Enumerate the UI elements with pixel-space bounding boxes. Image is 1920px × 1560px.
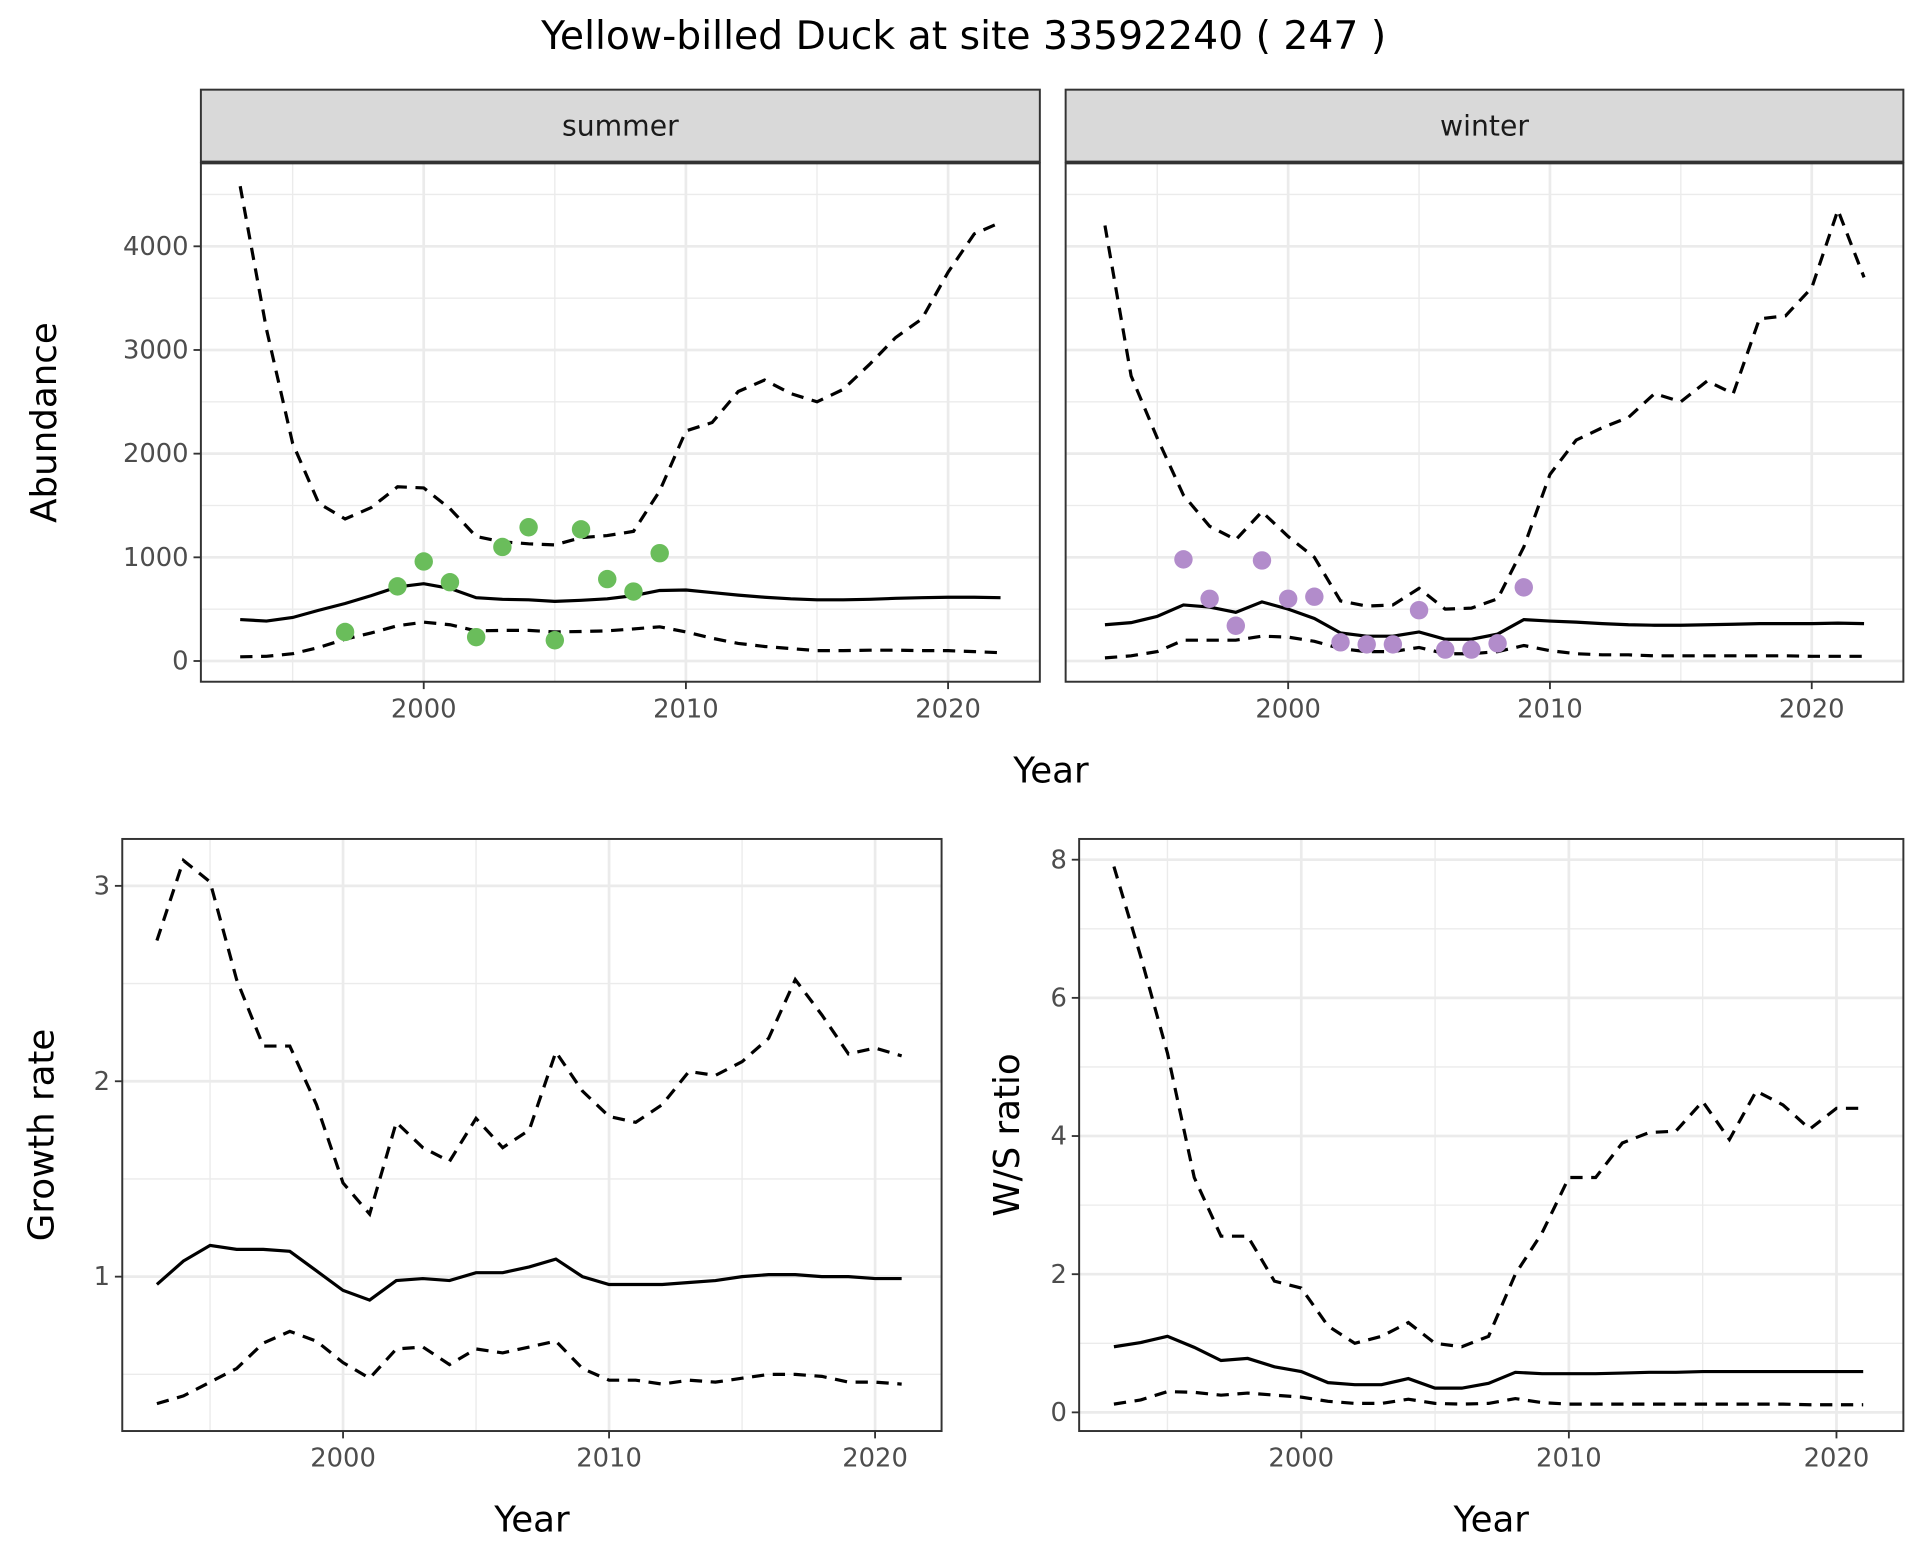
series-lower-line (1104, 634, 1865, 660)
observed-point (624, 582, 643, 601)
panel-summer: summer 2000 2010 2020 0 1000 2000 3000 4000 Abund… (24, 88, 1041, 724)
x-tick-label: 2010 (1517, 694, 1583, 724)
series-lower-line (240, 620, 1001, 659)
observed-point (519, 518, 538, 537)
observed-point (598, 569, 617, 589)
observed-point (1383, 635, 1403, 654)
facet-strip (1064, 88, 1905, 164)
observed-point (650, 543, 669, 563)
panel-border (199, 162, 1041, 683)
x-tick-label: 2020 (915, 694, 981, 724)
observed-point (388, 577, 407, 596)
x-tick-label: 2000 (1268, 1444, 1334, 1474)
panel-growth: 2000 2010 2020 1 2 3 Growth rate Year (21, 837, 943, 1541)
x-tick-label: 2020 (842, 1444, 908, 1474)
y-tick-label: 8 (1050, 845, 1066, 875)
top-x-axis-title: Year (1012, 750, 1089, 791)
series-mean-line (155, 1243, 902, 1302)
observed-point (493, 537, 512, 557)
observed-point (1357, 635, 1376, 654)
observed-point (1226, 616, 1246, 635)
observed-point (1331, 633, 1350, 652)
series-lower-line (156, 1329, 902, 1406)
facet-label: summer (562, 110, 679, 143)
series-lower-line (1113, 1389, 1864, 1407)
observed-point (440, 572, 460, 592)
x-tick-label: 2020 (1779, 694, 1845, 724)
observed-point (1462, 640, 1481, 659)
x-axis-title: Year (493, 1500, 570, 1541)
series-upper-line (1112, 866, 1864, 1349)
series-upper-line (155, 857, 903, 1218)
observed-point (1278, 589, 1298, 609)
y-tick-label: 2 (1050, 1260, 1066, 1290)
observed-point (1409, 600, 1429, 620)
y-tick-label: 6 (1050, 983, 1066, 1013)
y-tick-label: 2 (94, 1067, 110, 1097)
panel-winter: winter 2000 2010 2020 (1064, 88, 1905, 724)
panel-ws: 2000 2010 2020 0 2 4 6 8 W/S ratio Year (987, 837, 1905, 1541)
series-upper-line (238, 185, 1002, 547)
observed-point (571, 520, 591, 539)
panel-border (121, 837, 943, 1433)
series-mean-line (1104, 600, 1865, 641)
observed-point (335, 622, 355, 642)
x-tick-label: 2000 (391, 694, 457, 724)
observed-point (1436, 640, 1455, 659)
y-axis-title: Abundance (24, 322, 65, 523)
chart-title: Yellow-billed Duck at site 33592240 ( 24… (540, 14, 1386, 59)
observed-point (1252, 551, 1272, 570)
y-tick-label: 0 (172, 647, 188, 677)
observed-point (1174, 550, 1193, 569)
x-tick-label: 2010 (1536, 1444, 1602, 1474)
y-tick-label: 1000 (123, 543, 189, 573)
x-tick-label: 2020 (1804, 1444, 1870, 1474)
series-upper-line (1103, 205, 1866, 611)
panel-border (1078, 837, 1905, 1433)
x-tick-label: 2000 (310, 1444, 376, 1474)
series-mean-line (1113, 1334, 1864, 1390)
observed-point (1514, 578, 1533, 597)
y-tick-label: 2000 (123, 439, 189, 469)
observed-point (1305, 587, 1324, 606)
y-tick-label: 1 (94, 1262, 110, 1292)
observed-point (1200, 589, 1219, 609)
observed-point (545, 631, 565, 650)
x-tick-label: 2010 (653, 694, 719, 724)
observed-point (466, 627, 486, 647)
x-tick-label: 2010 (576, 1444, 642, 1474)
y-tick-label: 0 (1050, 1398, 1066, 1428)
series-mean-line (240, 582, 1001, 623)
facet-label: winter (1440, 110, 1529, 143)
y-axis-title: Growth rate (21, 1029, 62, 1242)
y-tick-label: 3 (94, 871, 110, 901)
y-tick-label: 4000 (123, 232, 189, 262)
y-axis-title: W/S ratio (987, 1053, 1028, 1216)
x-axis-title: Year (1453, 1500, 1530, 1541)
y-tick-label: 4 (1050, 1122, 1066, 1152)
observed-point (1488, 634, 1507, 653)
observed-point (414, 552, 433, 571)
x-tick-label: 2000 (1255, 694, 1321, 724)
y-tick-label: 3000 (123, 336, 189, 366)
